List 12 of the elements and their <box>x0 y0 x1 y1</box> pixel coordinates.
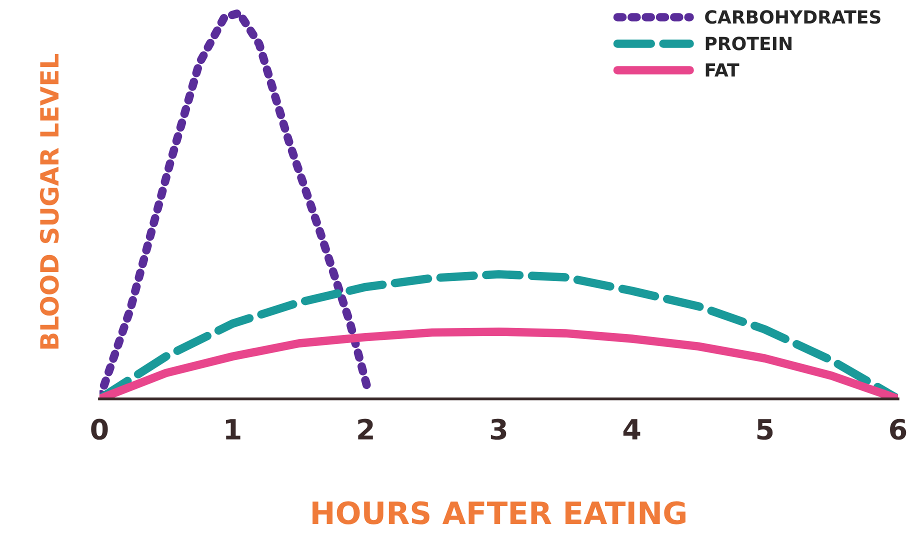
x-axis-title: HOURS AFTER EATING <box>312 501 686 524</box>
x-tick-label: 6 <box>890 418 906 440</box>
x-tick-label: 4 <box>623 419 640 440</box>
legend-label: CARBOHYDRATES <box>705 10 880 24</box>
x-tick-label: 1 <box>226 419 240 440</box>
x-tick-label: 2 <box>358 418 373 440</box>
x-tick-label: 5 <box>757 419 773 440</box>
y-axis-title: BLOOD SUGAR LEVEL <box>40 54 59 349</box>
x-tick-label: 0 <box>91 418 108 440</box>
x-tick-label: 3 <box>490 418 506 440</box>
legend-label: FAT <box>706 63 740 77</box>
legend-label: PROTEIN <box>706 36 792 50</box>
